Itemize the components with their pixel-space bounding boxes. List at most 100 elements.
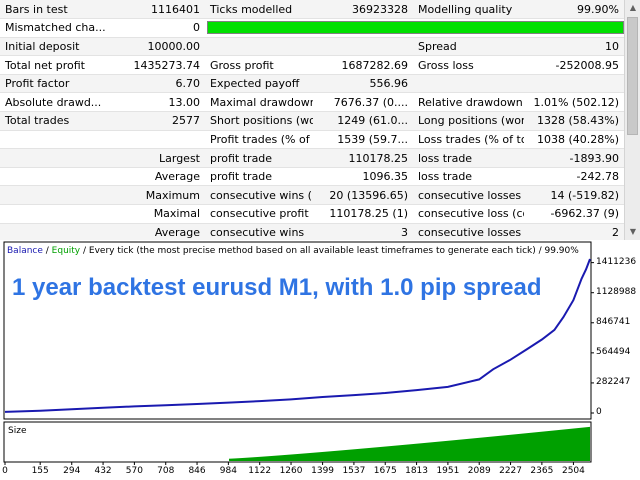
- report-value: 1096.35: [313, 167, 413, 187]
- x-tick-label: 155: [31, 466, 49, 476]
- report-label: profit trade: [205, 167, 313, 187]
- x-tick-label: 1260: [279, 466, 303, 476]
- report-label: Total trades: [0, 111, 107, 131]
- x-tick-label: 1537: [342, 466, 366, 476]
- report-value: 10000.00: [107, 37, 205, 57]
- report-label: Total net profit: [0, 55, 107, 75]
- x-tick-label: 1675: [373, 466, 397, 476]
- report-table: Bars in test 1116401 Ticks modelled 3692332…: [0, 0, 624, 240]
- report-label: Expected payoff: [205, 74, 313, 94]
- report-label: consecutive wins: [205, 223, 313, 240]
- y-tick-label: 282247: [596, 376, 631, 387]
- report-label: Relative drawdown: [413, 92, 524, 113]
- y-tick-label: 1128988: [596, 286, 637, 297]
- report-row: Profit trades (% of tot...1539 (59.7...L…: [0, 130, 624, 150]
- report-value: 10: [524, 37, 624, 57]
- x-tick-label: 2227: [499, 466, 522, 476]
- report-value: -252008.95: [524, 55, 624, 75]
- report-row: Bars in test 1116401 Ticks modelled 3692332…: [0, 0, 624, 20]
- y-tick-label: 1411236: [596, 256, 637, 267]
- x-tick-label: 1951: [436, 466, 460, 476]
- report-label: Gross profit: [205, 55, 313, 75]
- report-label: consecutive losses: [413, 223, 524, 240]
- report-value: 1687282.69: [313, 55, 413, 75]
- x-tick-label: 1122: [248, 466, 272, 476]
- report-label: profit trade: [205, 148, 313, 168]
- report-value: 2: [524, 223, 624, 240]
- x-tick-label: 0: [2, 466, 8, 476]
- report-label: loss trade: [413, 148, 524, 168]
- report-label: Maximal drawdown: [205, 92, 313, 113]
- report-label: consecutive profit (co...: [205, 204, 313, 224]
- report-label: [413, 74, 524, 94]
- report-value: 1038 (40.28%): [524, 130, 624, 150]
- report-row: Absolute drawd... 13.00 Maximal drawdown 76…: [0, 92, 624, 113]
- report-value: 20 (13596.65): [313, 185, 413, 206]
- report-value: -1893.90: [524, 148, 624, 168]
- report-label: [0, 204, 107, 224]
- report-label: Bars in test: [0, 0, 107, 20]
- report-value: 99.90%: [524, 0, 624, 20]
- size-label: Size: [8, 426, 27, 436]
- x-tick-label: 1813: [405, 466, 429, 476]
- report-row: Average consecutive wins 3 consecutive loss…: [0, 223, 624, 240]
- legend-description: / Every tick (the most precise method ba…: [80, 246, 579, 256]
- report-label: [0, 130, 107, 150]
- report-value: Maximal: [107, 204, 205, 224]
- scroll-up-arrow-icon[interactable]: ▲: [625, 0, 640, 16]
- report-value: Largest: [107, 148, 205, 168]
- report-label: Absolute drawd...: [0, 92, 107, 113]
- report-label: consecutive wins (pr...: [205, 185, 313, 206]
- report-label: Ticks modelled: [205, 0, 313, 20]
- modelling-quality-bar-cell: [205, 18, 624, 38]
- report-value: 13.00: [107, 92, 205, 113]
- report-value: Average: [107, 223, 205, 240]
- legend-balance: Balance: [7, 246, 43, 256]
- report-value: 1435273.74: [107, 55, 205, 75]
- report-label: Modelling quality: [413, 0, 524, 20]
- report-label: Short positions (won...: [205, 111, 313, 131]
- x-tick-label: 846: [188, 466, 206, 476]
- modelling-quality-bar: [207, 21, 624, 35]
- report-label: Loss trades (% of total): [413, 130, 524, 150]
- x-tick-label: 570: [125, 466, 143, 476]
- report-value: -242.78: [524, 167, 624, 187]
- report-value: 1539 (59.7...: [313, 130, 413, 150]
- report-label: Gross loss: [413, 55, 524, 75]
- report-label: Initial deposit: [0, 37, 107, 57]
- scroll-down-arrow-icon[interactable]: ▼: [625, 224, 640, 240]
- report-label: [205, 37, 313, 57]
- x-tick-label: 2089: [467, 466, 491, 476]
- report-value: 556.96: [313, 74, 413, 94]
- report-label: Spread: [413, 37, 524, 57]
- report-value: 0: [107, 18, 205, 38]
- report-label: [0, 148, 107, 168]
- x-tick-label: 708: [157, 466, 175, 476]
- x-tick-label: 294: [63, 466, 81, 476]
- legend-sep: /: [42, 246, 52, 256]
- report-row: Profit factor 6.70 Expected payoff 556.96: [0, 74, 624, 94]
- x-tick-label: 2504: [561, 466, 585, 476]
- report-row: Initial deposit 10000.00 Spread 10: [0, 37, 624, 57]
- report-label: Long positions (won...: [413, 111, 524, 131]
- report-value: 110178.25 (1): [313, 204, 413, 224]
- report-label: consecutive losses (lo...: [413, 185, 524, 206]
- report-value: Maximum: [107, 185, 205, 206]
- y-tick-label: 564494: [596, 346, 631, 357]
- report-value: 6.70: [107, 74, 205, 94]
- report-value: 1116401: [107, 0, 205, 20]
- report-label: [0, 185, 107, 206]
- report-label: Mismatched cha...: [0, 18, 107, 38]
- x-tick-label: 984: [219, 466, 237, 476]
- report-value: [313, 37, 413, 57]
- report-scrollbar[interactable]: ▲ ▼: [624, 0, 640, 240]
- report-value: 2577: [107, 111, 205, 131]
- report-label: consecutive loss (cou...: [413, 204, 524, 224]
- scroll-thumb[interactable]: [627, 17, 638, 135]
- report-row: Mismatched cha... 0: [0, 18, 624, 38]
- x-tick-label: 1399: [311, 466, 335, 476]
- report-value: 14 (-519.82): [524, 185, 624, 206]
- report-label: loss trade: [413, 167, 524, 187]
